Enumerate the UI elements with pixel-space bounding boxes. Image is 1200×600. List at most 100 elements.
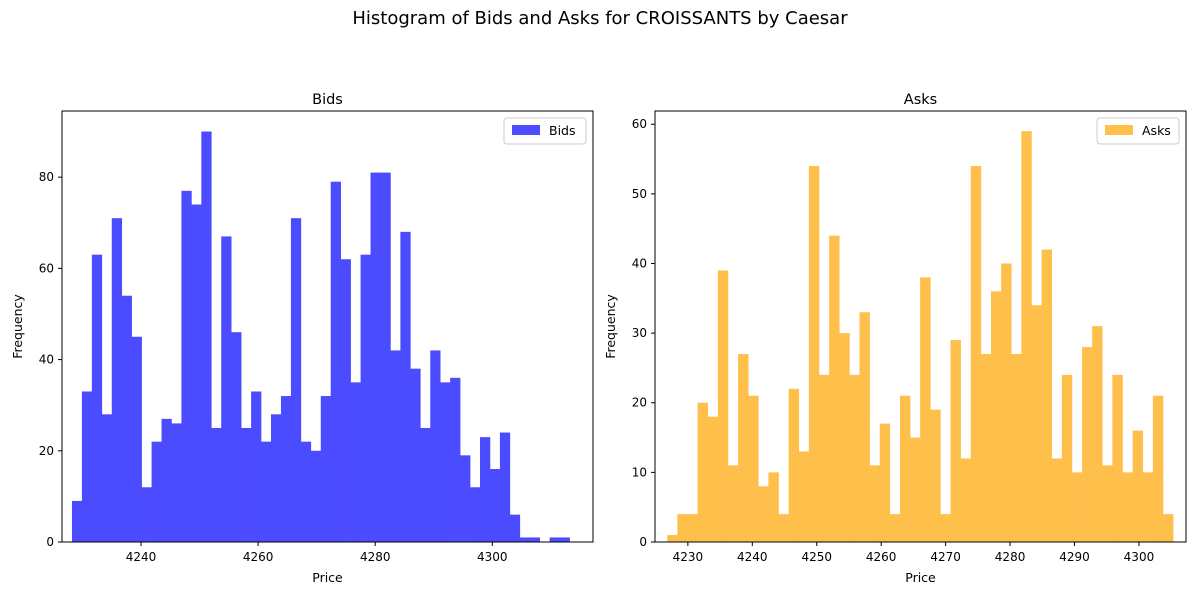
histogram-bar xyxy=(350,382,361,542)
histogram-bar xyxy=(519,537,531,542)
histogram-bar xyxy=(990,291,1002,542)
x-axis-label: Price xyxy=(905,570,936,585)
histogram-bar xyxy=(460,455,471,542)
x-tick-label: 4230 xyxy=(673,550,704,564)
histogram-bar xyxy=(950,340,961,542)
histogram-bar xyxy=(707,416,719,542)
histogram-bar xyxy=(499,432,511,542)
histogram-bar xyxy=(717,270,729,542)
histogram-bar xyxy=(1031,305,1042,542)
histogram-bar xyxy=(231,332,242,542)
x-axis-label: Price xyxy=(312,570,343,585)
chart-title: Asks xyxy=(904,92,937,108)
histogram-bar xyxy=(980,354,992,542)
histogram-bar xyxy=(81,391,93,542)
histogram-bar xyxy=(161,418,172,542)
histogram-bar xyxy=(960,458,972,542)
legend-box xyxy=(503,117,587,145)
y-tick-label: 60 xyxy=(39,261,54,275)
histogram-bar xyxy=(819,374,830,542)
histogram-bar xyxy=(1001,263,1012,542)
y-axis-label: Frequency xyxy=(603,294,618,359)
histogram-bar xyxy=(480,437,491,542)
histogram-bar xyxy=(667,535,678,542)
histogram-bar xyxy=(141,487,152,542)
legend-label: Asks xyxy=(1142,123,1171,138)
histogram-bar xyxy=(677,514,688,542)
histogram-bar xyxy=(1061,374,1073,542)
y-tick-label: 20 xyxy=(632,396,647,410)
histogram-bar xyxy=(181,190,192,542)
histogram-bar xyxy=(559,537,570,542)
histogram-bar xyxy=(330,181,341,542)
y-tick-label: 40 xyxy=(632,256,647,270)
histogram-bar xyxy=(261,441,272,542)
histogram-bar xyxy=(1071,472,1083,542)
histogram-bar xyxy=(121,295,132,542)
y-tick-label: 40 xyxy=(39,353,54,367)
figure-suptitle: Histogram of Bids and Asks for CROISSANT… xyxy=(352,8,848,29)
legend-box xyxy=(1096,117,1180,145)
x-tick-label: 4240 xyxy=(126,550,157,564)
x-tick-label: 4300 xyxy=(1124,550,1155,564)
histogram-bar xyxy=(1092,326,1103,542)
chart-2: 4230 4240 4250 4260 4270 4280 4290 4300 0 10 20 30 4… xyxy=(603,92,1187,585)
x-tick-label: 4260 xyxy=(243,550,274,564)
plot-frame xyxy=(61,110,594,543)
histogram-bar xyxy=(1152,395,1164,542)
histogram-bar xyxy=(440,382,451,542)
histogram-bar xyxy=(91,254,103,542)
histogram-bar xyxy=(211,427,222,542)
histogram-bar xyxy=(340,259,351,542)
chart-title: Bids xyxy=(312,92,343,108)
histogram-bar xyxy=(687,514,698,542)
histogram-bar xyxy=(1112,374,1123,542)
histogram-bar xyxy=(420,427,431,542)
histogram-bar xyxy=(271,414,282,542)
x-tick-label: 4290 xyxy=(1059,550,1090,564)
histogram-bar xyxy=(470,487,481,542)
histogram-bar xyxy=(1162,514,1174,542)
x-tick-label: 4280 xyxy=(360,550,391,564)
x-tick-label: 4250 xyxy=(801,550,832,564)
y-tick-label: 20 xyxy=(39,444,54,458)
plot-frame xyxy=(654,110,1187,543)
histogram-bar xyxy=(241,427,252,542)
histogram-bar xyxy=(1011,354,1022,542)
legend-label: Bids xyxy=(549,123,576,138)
legend-swatch xyxy=(1105,125,1133,135)
histogram-bar xyxy=(920,277,931,542)
histogram-bar xyxy=(549,537,560,542)
histogram-bar xyxy=(910,437,921,542)
y-tick-label: 30 xyxy=(632,326,647,340)
x-tick-label: 4300 xyxy=(477,550,508,564)
histogram-bar xyxy=(1082,347,1093,542)
histogram-bar xyxy=(798,451,810,542)
histogram-bar xyxy=(1132,430,1144,542)
y-tick-label: 0 xyxy=(639,535,647,549)
histogram-bar xyxy=(930,409,941,542)
histogram-bar xyxy=(71,500,83,542)
histogram-bar xyxy=(390,350,401,542)
histogram-bar xyxy=(849,374,860,542)
histogram-bar xyxy=(940,514,951,542)
y-tick-label: 80 xyxy=(39,170,54,184)
histogram-bar xyxy=(859,312,870,542)
histogram-bar xyxy=(778,514,789,542)
histogram-bar xyxy=(738,354,749,542)
chart-1: 4240 4260 4280 4300 0 20 40 60 80 Bids Price Freque… xyxy=(10,92,594,585)
histogram-bar xyxy=(171,423,182,542)
histogram-bar xyxy=(221,236,232,542)
histogram-bar xyxy=(450,377,461,542)
histogram-bar xyxy=(1102,465,1113,542)
histogram-bar xyxy=(788,388,800,542)
histogram-bar xyxy=(370,172,381,543)
histogram-bar xyxy=(191,204,202,542)
histogram-bar xyxy=(899,395,911,542)
histogram-bar xyxy=(1142,472,1154,542)
histogram-bar xyxy=(310,450,322,542)
histogram-bar xyxy=(1021,131,1032,542)
histogram-bar xyxy=(290,218,302,542)
legend-swatch xyxy=(512,125,540,135)
